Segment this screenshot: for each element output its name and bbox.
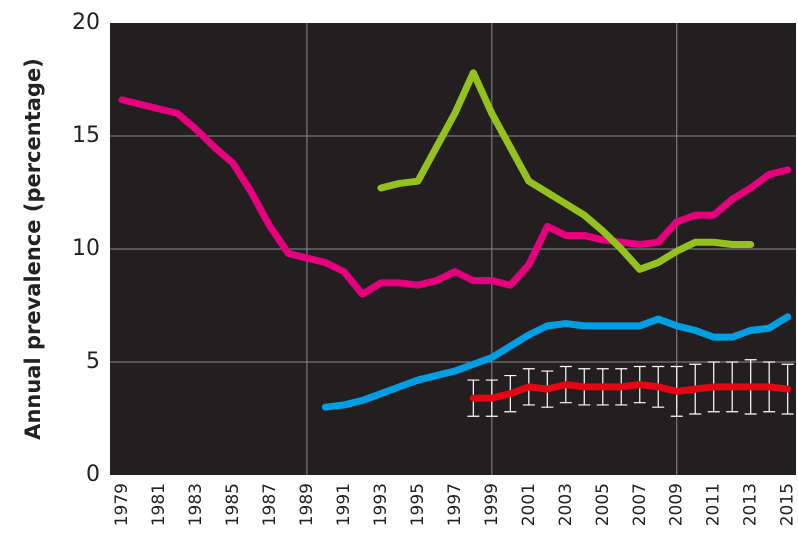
x-tick-label: 2013 (741, 483, 761, 526)
x-tick-label: 1997 (445, 483, 465, 526)
x-tick-label: 2015 (778, 483, 798, 526)
y-axis-title: Annual prevalence (percentage) (21, 58, 45, 440)
x-tick-label: 1981 (149, 483, 169, 526)
series-line (377, 69, 755, 273)
x-tick-label: 1987 (260, 483, 280, 526)
x-tick-label: 1991 (334, 483, 354, 526)
x-tick-label: 1989 (297, 483, 317, 526)
x-tick-label: 2001 (519, 483, 539, 526)
x-tick-label: 1983 (186, 483, 206, 526)
y-tick-label: 5 (86, 349, 100, 374)
x-tick-label: 1993 (371, 483, 391, 526)
series-line (469, 381, 792, 402)
y-tick-label: 0 (86, 462, 100, 487)
x-tick-label: 1995 (408, 483, 428, 526)
y-tick-label: 20 (72, 10, 100, 35)
x-tick-label: 2007 (630, 483, 650, 526)
y-tick-label: 10 (72, 236, 100, 261)
x-tick-label: 2003 (556, 483, 576, 526)
x-tick-label: 1999 (482, 483, 502, 526)
series-line (321, 313, 792, 411)
x-tick-label: 2005 (593, 483, 613, 526)
x-tick-label: 1985 (223, 483, 243, 526)
x-tick-label: 1979 (112, 483, 132, 526)
x-tick-label: 2009 (667, 483, 687, 526)
x-tick-label: 2011 (704, 483, 724, 526)
y-tick-label: 15 (72, 123, 100, 148)
series-line (118, 96, 792, 298)
